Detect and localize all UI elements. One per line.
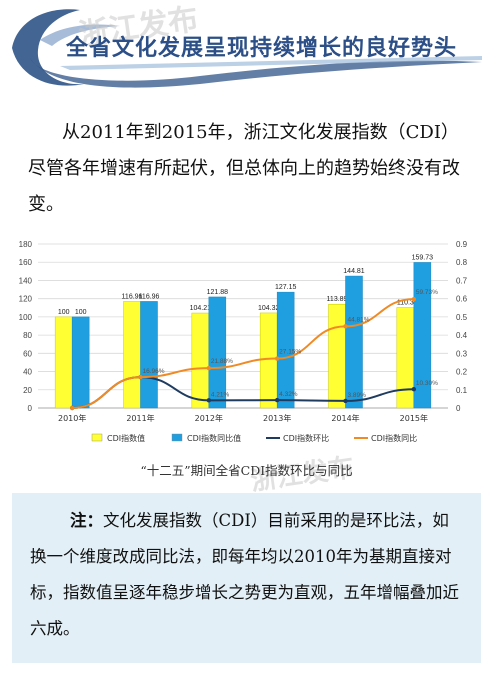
y-left-tick-label: 0 xyxy=(28,404,33,413)
y-right-tick-label: 0.4 xyxy=(456,331,468,340)
x-tick-label: 2010年 xyxy=(58,413,86,423)
line-point xyxy=(274,356,280,361)
line-data-label: 21.88% xyxy=(211,358,233,365)
y-left-tick-label: 100 xyxy=(19,313,33,322)
legend-label: CDI指数值 xyxy=(107,433,145,443)
y-left-tick-label: 180 xyxy=(19,240,33,249)
y-right-tick-label: 0.2 xyxy=(456,368,468,377)
y-left-tick-label: 20 xyxy=(23,386,32,395)
line-point xyxy=(343,324,348,329)
line-point xyxy=(411,296,417,302)
y-right-tick-label: 0.8 xyxy=(456,258,468,267)
legend-label: CDI指数同比 xyxy=(371,433,417,443)
line-data-label: 16.96% xyxy=(143,368,165,375)
bar-cdi-value xyxy=(123,301,141,409)
x-tick-label: 2011年 xyxy=(126,413,154,423)
bar-cdi-value xyxy=(328,303,346,409)
bar-cdi-value xyxy=(191,312,210,409)
y-right-tick-label: 0.6 xyxy=(456,295,468,304)
chart-area: 0 20 40 60 80 100 120 140 160 180 0 0.1 0.2 0.3 0.4 0.5… xyxy=(0,236,493,497)
y-right-tick-label: 0 xyxy=(456,404,461,413)
x-tick-label: 2015年 xyxy=(400,413,428,423)
bar-data-label: 104.21 xyxy=(190,305,212,312)
bar-cdi-value xyxy=(396,307,415,409)
note-box xyxy=(12,493,481,663)
bar-cdi-yoy-value xyxy=(208,296,227,409)
note-label: 注： xyxy=(70,511,103,530)
legend-swatch xyxy=(171,433,183,442)
header-banner: 浙江发布 全省文化发展呈现持续增长的良好势头 xyxy=(0,0,493,92)
y-left-tick-label: 140 xyxy=(19,276,33,285)
page-title: 全省文化发展呈现持续增长的良好势头 xyxy=(66,35,458,61)
bar-data-label: 116.96 xyxy=(139,293,160,300)
y-right-tick-label: 0.9 xyxy=(456,240,468,249)
line-data-label: 4.21% xyxy=(211,391,230,398)
intro-paragraph: 从2011年到2015年，浙江文化发展指数（CDI）尽管各年增速有所起伏，但总体… xyxy=(28,122,460,215)
bar-data-label: 121.88 xyxy=(207,289,229,296)
line-data-label: 10.30% xyxy=(416,380,438,387)
bar-data-label: 159.73 xyxy=(412,254,434,261)
note-paragraph: 注：文化发展指数（CDI）目前采用的是环比法，如换一个维度改成同比法，即每年均以… xyxy=(30,503,464,647)
y-left-tick-label: 80 xyxy=(23,331,32,340)
x-tick-label: 2012年 xyxy=(195,413,223,423)
y-right-tick-label: 0.1 xyxy=(456,386,468,395)
line-data-label: 4.32% xyxy=(279,391,298,398)
line-data-label: 27.15% xyxy=(279,349,301,356)
line-point xyxy=(69,405,75,411)
bar-data-label: 100 xyxy=(58,309,70,316)
bar-cdi-value xyxy=(259,312,278,409)
y-left-tick-label: 160 xyxy=(19,258,33,267)
line-point xyxy=(274,397,280,403)
brush-decoration xyxy=(12,9,482,88)
bar-data-label: 113.89 xyxy=(327,296,348,303)
y-left-tick-label: 120 xyxy=(19,295,33,304)
y-left-tick-label: 40 xyxy=(23,368,32,377)
line-point xyxy=(206,398,212,403)
y-right-tick-label: 0.5 xyxy=(456,313,468,322)
bar-cdi-yoy-value xyxy=(413,262,432,409)
y-right-tick-label: 0.7 xyxy=(456,276,468,285)
note-body: 文化发展指数（CDI）目前采用的是环比法，如换一个维度改成同比法，即每年均以20… xyxy=(30,511,459,638)
legend-swatch xyxy=(91,433,103,442)
bar-cdi-yoy-value xyxy=(140,301,158,409)
cdi-chart: 0 20 40 60 80 100 120 140 160 180 0 0.1 0.2 0.3 0.4 0.5… xyxy=(19,240,468,443)
bar-cdi-yoy-value xyxy=(71,316,90,409)
chart-caption: “十二五”期间全省CDI指数环比与同比 xyxy=(140,463,353,478)
bar-cdi-value xyxy=(54,316,73,409)
line-cdi-yoy xyxy=(72,298,414,409)
x-tick-label: 2013年 xyxy=(263,413,291,423)
y-left-tick-label: 60 xyxy=(23,349,32,358)
bar-data-label: 144.81 xyxy=(343,268,365,275)
bar-data-label: 110.3 xyxy=(397,300,414,307)
x-tick-label: 2014年 xyxy=(331,413,359,423)
line-data-label: 3.89% xyxy=(348,392,367,399)
line-data-label: 44.81% xyxy=(348,316,370,323)
y-right-tick-label: 0.3 xyxy=(456,349,468,358)
bar-cdi-yoy-value xyxy=(276,291,295,409)
line-point xyxy=(206,365,212,371)
bar-cdi-yoy-value xyxy=(345,275,363,409)
line-point xyxy=(411,387,417,392)
bar-data-label: 116.96 xyxy=(122,293,143,300)
bar-data-label: 104.32 xyxy=(258,305,280,312)
bar-data-label: 127.15 xyxy=(275,284,297,291)
legend-label: CDI指数环比 xyxy=(283,433,329,443)
line-point xyxy=(138,374,143,380)
legend-label: CDI指数同比值 xyxy=(187,433,241,443)
line-data-label: 59.73% xyxy=(416,289,438,296)
line-point xyxy=(343,398,348,404)
bar-data-label: 100 xyxy=(75,309,87,316)
